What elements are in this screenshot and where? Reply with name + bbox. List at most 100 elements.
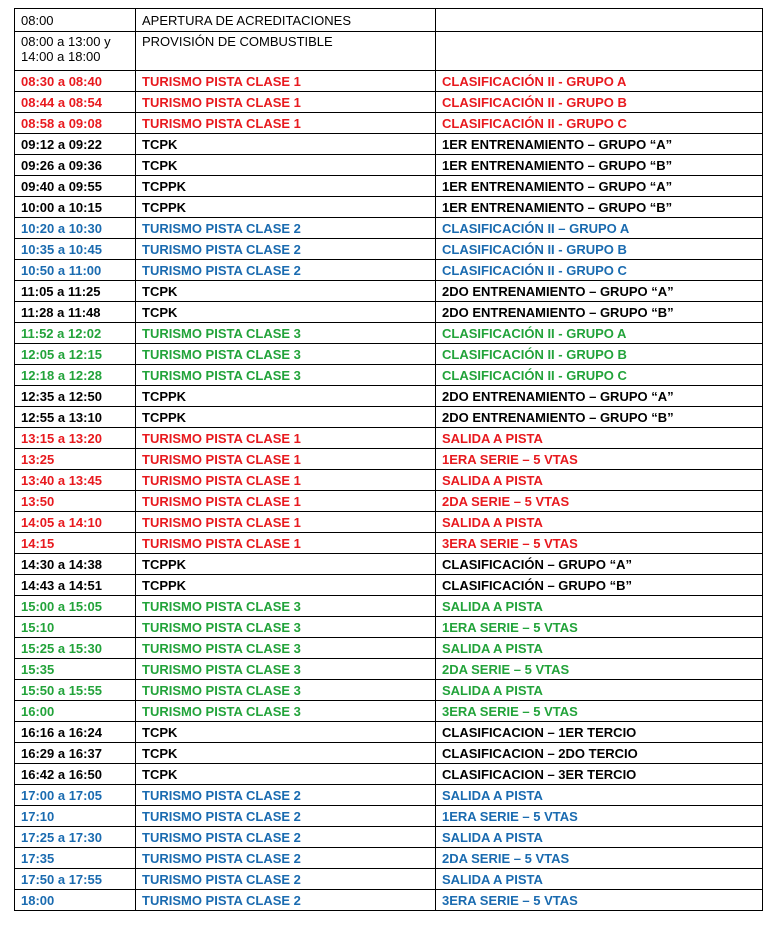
cell: TURISMO PISTA CLASE 3	[135, 343, 436, 365]
cell: 16:29 a 16:37	[14, 742, 136, 764]
row: 15:10 TURISMO PISTA CLASE 3 1ERA SERIE – 5…	[14, 616, 763, 638]
cell: 11:52 a 12:02	[14, 322, 136, 344]
cell: 14:30 a 14:38	[14, 553, 136, 575]
cell: TCPPK	[135, 175, 436, 197]
cell: TURISMO PISTA CLASE 3	[135, 322, 436, 344]
row: 09:26 a 09:36 TCPK 1ER ENTRENAMIENTO – GRU…	[14, 154, 763, 176]
cell: 15:00 a 15:05	[14, 595, 136, 617]
cell: 09:40 a 09:55	[14, 175, 136, 197]
cell: 08:30 a 08:40	[14, 70, 136, 92]
cell: TURISMO PISTA CLASE 2	[135, 847, 436, 869]
cell: TCPPK	[135, 406, 436, 428]
row: 09:12 a 09:22 TCPK 1ER ENTRENAMIENTO – GRU…	[14, 133, 763, 155]
row: 14:05 a 14:10 TURISMO PISTA CLASE 1 SALIDA…	[14, 511, 763, 533]
row: 14:30 a 14:38 TCPPK CLASIFICACIÓN – GRUPO …	[14, 553, 763, 575]
cell	[435, 31, 763, 71]
cell: SALIDA A PISTA	[435, 826, 763, 848]
row: 13:15 a 13:20 TURISMO PISTA CLASE 1 SALIDA…	[14, 427, 763, 449]
row: 16:00 TURISMO PISTA CLASE 3 3ERA SERIE – 5…	[14, 700, 763, 722]
cell: SALIDA A PISTA	[435, 784, 763, 806]
cell: 12:35 a 12:50	[14, 385, 136, 407]
cell: TURISMO PISTA CLASE 1	[135, 469, 436, 491]
cell: SALIDA A PISTA	[435, 595, 763, 617]
row: 17:00 a 17:05 TURISMO PISTA CLASE 2 SALIDA…	[14, 784, 763, 806]
cell: TURISMO PISTA CLASE 2	[135, 868, 436, 890]
cell: 10:20 a 10:30	[14, 217, 136, 239]
cell: 16:00	[14, 700, 136, 722]
row: 11:28 a 11:48 TCPK 2DO ENTRENAMIENTO – GRU…	[14, 301, 763, 323]
row: 08:58 a 09:08 TURISMO PISTA CLASE 1 CLASIF…	[14, 112, 763, 134]
row: 10:50 a 11:00 TURISMO PISTA CLASE 2 CLASIF…	[14, 259, 763, 281]
cell: 12:18 a 12:28	[14, 364, 136, 386]
row: 12:18 a 12:28 TURISMO PISTA CLASE 3 CLASIF…	[14, 364, 763, 386]
cell: TURISMO PISTA CLASE 3	[135, 595, 436, 617]
cell: 10:50 a 11:00	[14, 259, 136, 281]
cell	[435, 8, 763, 32]
row: 08:30 a 08:40 TURISMO PISTA CLASE 1 CLASIF…	[14, 70, 763, 92]
cell: SALIDA A PISTA	[435, 868, 763, 890]
cell: CLASIFICACIÓN II - GRUPO C	[435, 259, 763, 281]
cell: 15:10	[14, 616, 136, 638]
cell: CLASIFICACIÓN II – GRUPO A	[435, 217, 763, 239]
cell: TCPPK	[135, 574, 436, 596]
row: 18:00 TURISMO PISTA CLASE 2 3ERA SERIE – 5…	[14, 889, 763, 911]
cell: 2DA SERIE – 5 VTAS	[435, 490, 763, 512]
cell: 3ERA SERIE – 5 VTAS	[435, 700, 763, 722]
cell: 12:55 a 13:10	[14, 406, 136, 428]
cell: 09:12 a 09:22	[14, 133, 136, 155]
cell: TURISMO PISTA CLASE 1	[135, 532, 436, 554]
cell: TCPPK	[135, 196, 436, 218]
cell: CLASIFICACION – 2DO TERCIO	[435, 742, 763, 764]
cell: TURISMO PISTA CLASE 1	[135, 511, 436, 533]
cell: TURISMO PISTA CLASE 1	[135, 112, 436, 134]
cell: 17:50 a 17:55	[14, 868, 136, 890]
cell: CLASIFICACIÓN II - GRUPO B	[435, 238, 763, 260]
row: 14:43 a 14:51 TCPPK CLASIFICACIÓN – GRUPO …	[14, 574, 763, 596]
cell: 2DA SERIE – 5 VTAS	[435, 658, 763, 680]
cell: CLASIFICACIÓN II - GRUPO B	[435, 343, 763, 365]
cell: TCPPK	[135, 553, 436, 575]
cell: 17:35	[14, 847, 136, 869]
row: 13:25 TURISMO PISTA CLASE 1 1ERA SERIE – 5…	[14, 448, 763, 470]
cell: 13:50	[14, 490, 136, 512]
cell: 1ERA SERIE – 5 VTAS	[435, 616, 763, 638]
cell: 1ER ENTRENAMIENTO – GRUPO “A”	[435, 133, 763, 155]
cell: 15:35	[14, 658, 136, 680]
cell: TURISMO PISTA CLASE 2	[135, 826, 436, 848]
cell: 14:43 a 14:51	[14, 574, 136, 596]
row: 13:50 TURISMO PISTA CLASE 1 2DA SERIE – 5 …	[14, 490, 763, 512]
cell: TCPK	[135, 742, 436, 764]
row: 09:40 a 09:55 TCPPK 1ER ENTRENAMIENTO – GR…	[14, 175, 763, 197]
cell: SALIDA A PISTA	[435, 427, 763, 449]
schedule-table: 08:00 APERTURA DE ACREDITACIONES 08:00 a 1…	[14, 8, 763, 911]
cell: TURISMO PISTA CLASE 3	[135, 700, 436, 722]
cell: 08:44 a 08:54	[14, 91, 136, 113]
cell: TURISMO PISTA CLASE 1	[135, 70, 436, 92]
cell: CLASIFICACIÓN II - GRUPO C	[435, 112, 763, 134]
cell: TCPK	[135, 721, 436, 743]
row: 13:40 a 13:45 TURISMO PISTA CLASE 1 SALIDA…	[14, 469, 763, 491]
cell: SALIDA A PISTA	[435, 469, 763, 491]
row: 17:10 TURISMO PISTA CLASE 2 1ERA SERIE – 5…	[14, 805, 763, 827]
cell: TURISMO PISTA CLASE 2	[135, 238, 436, 260]
cell: 2DO ENTRENAMIENTO – GRUPO “A”	[435, 280, 763, 302]
cell: PROVISIÓN DE COMBUSTIBLE	[135, 31, 436, 71]
cell: TURISMO PISTA CLASE 1	[135, 427, 436, 449]
cell: 18:00	[14, 889, 136, 911]
cell: CLASIFICACIÓN II - GRUPO A	[435, 322, 763, 344]
cell: 2DO ENTRENAMIENTO – GRUPO “B”	[435, 301, 763, 323]
cell: CLASIFICACIÓN – GRUPO “A”	[435, 553, 763, 575]
row: 16:16 a 16:24 TCPK CLASIFICACION – 1ER TER…	[14, 721, 763, 743]
cell: 13:15 a 13:20	[14, 427, 136, 449]
cell: 2DA SERIE – 5 VTAS	[435, 847, 763, 869]
cell: 08:00 a 13:00 y 14:00 a 18:00	[14, 31, 136, 71]
row: 15:00 a 15:05 TURISMO PISTA CLASE 3 SALIDA…	[14, 595, 763, 617]
cell: CLASIFICACIÓN II - GRUPO C	[435, 364, 763, 386]
cell: 13:25	[14, 448, 136, 470]
row: 12:35 a 12:50 TCPPK 2DO ENTRENAMIENTO – GR…	[14, 385, 763, 407]
cell: TCPPK	[135, 385, 436, 407]
cell: 13:40 a 13:45	[14, 469, 136, 491]
cell: TURISMO PISTA CLASE 2	[135, 784, 436, 806]
cell: TURISMO PISTA CLASE 3	[135, 658, 436, 680]
row: 14:15 TURISMO PISTA CLASE 1 3ERA SERIE – 5…	[14, 532, 763, 554]
